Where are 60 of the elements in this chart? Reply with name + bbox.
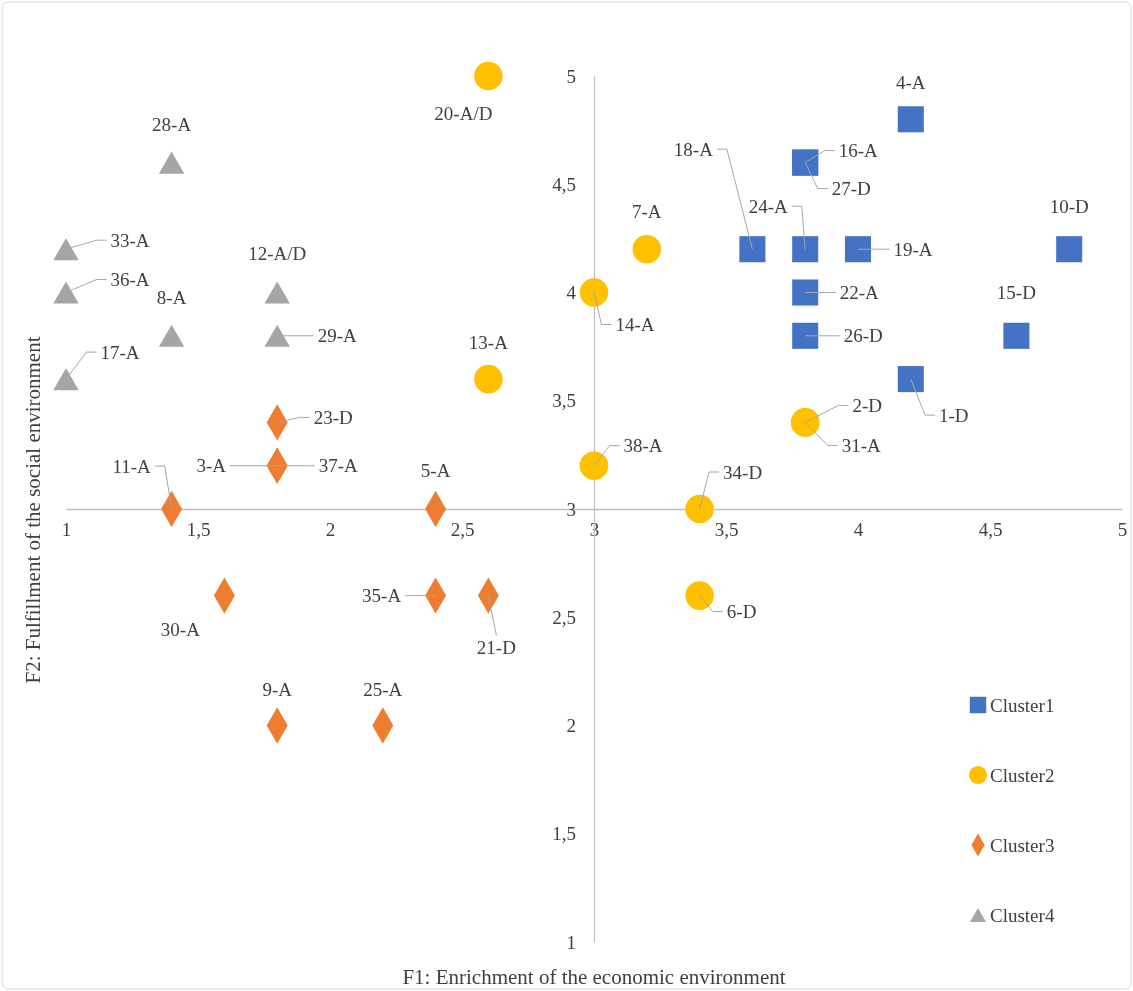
annotation: 30-A bbox=[160, 619, 201, 641]
y-tick-label: 4 bbox=[566, 282, 577, 304]
annotation: 34-D bbox=[723, 461, 763, 483]
x-axis-title: F1: Enrichment of the economic environment bbox=[402, 965, 786, 989]
y-tick-label: 3,5 bbox=[552, 390, 576, 412]
annotation: 33-A bbox=[110, 229, 150, 251]
annotation: 29-A bbox=[317, 325, 357, 347]
legend-label: Cluster2 bbox=[990, 764, 1055, 786]
annotation: 38-A bbox=[623, 435, 663, 457]
annotation: 3-A bbox=[196, 455, 227, 477]
y-tick-label: 1 bbox=[566, 931, 576, 953]
x-tick-label: 2,5 bbox=[450, 519, 475, 541]
annotation: 8-A bbox=[156, 287, 187, 309]
annotation: 7-A bbox=[632, 200, 662, 222]
annotation: 16-A bbox=[838, 140, 878, 162]
legend-label: Cluster4 bbox=[990, 904, 1055, 926]
annotation: 36-A bbox=[110, 269, 150, 291]
x-tick-label: 3,5 bbox=[714, 519, 739, 541]
annotation: 24-A bbox=[748, 195, 788, 217]
annotation: 25-A bbox=[363, 679, 403, 701]
legend-label: Cluster3 bbox=[990, 834, 1055, 856]
legend-label: Cluster1 bbox=[990, 694, 1055, 716]
annotation: 17-A bbox=[100, 341, 140, 363]
x-tick-label: 1,5 bbox=[186, 519, 211, 541]
annotation: 15-D bbox=[996, 282, 1036, 304]
y-tick-label: 2,5 bbox=[552, 606, 576, 628]
annotation: 4-A bbox=[896, 71, 926, 93]
annotation: 26-D bbox=[843, 325, 883, 347]
annotation: 1-D bbox=[939, 404, 969, 426]
annotation: 37-A bbox=[318, 455, 358, 477]
annotation: 6-D bbox=[726, 601, 757, 623]
annotation: 12-A/D bbox=[248, 243, 307, 265]
annotation: 11-A bbox=[112, 455, 152, 477]
annotation: 28-A bbox=[152, 114, 192, 136]
annotation: 9-A bbox=[262, 679, 293, 701]
annotation: 5-A bbox=[420, 459, 451, 481]
y-tick-label: 4,5 bbox=[552, 173, 576, 195]
annotation: 18-A bbox=[673, 138, 714, 160]
x-tick-label: 5 bbox=[1117, 519, 1128, 541]
x-tick-label: 2 bbox=[325, 519, 336, 541]
x-tick-label: 1 bbox=[61, 519, 72, 541]
annotation: 23-D bbox=[313, 407, 353, 429]
annotation: 20-A/D bbox=[434, 102, 493, 124]
annotation: 14-A bbox=[615, 314, 655, 336]
y-tick-label: 3 bbox=[566, 498, 576, 520]
x-tick-label: 4 bbox=[853, 519, 864, 541]
y-tick-label: 2 bbox=[566, 715, 576, 737]
annotation: 35-A bbox=[362, 585, 402, 607]
annotation: 2-D bbox=[852, 395, 882, 417]
annotation: 13-A bbox=[468, 331, 509, 353]
y-tick-label: 1,5 bbox=[552, 823, 576, 845]
annotation: 31-A bbox=[841, 435, 881, 457]
annotation: 27-D bbox=[831, 178, 871, 200]
annotation: 22-A bbox=[839, 282, 879, 304]
x-tick-label: 4,5 bbox=[978, 519, 1003, 541]
y-axis-title: F2: Fulfillment of the social environment bbox=[21, 336, 45, 684]
annotation: 10-D bbox=[1049, 195, 1089, 217]
annotation: 21-D bbox=[476, 637, 516, 659]
y-tick-label: 5 bbox=[566, 65, 576, 87]
annotation: 19-A bbox=[893, 238, 933, 260]
